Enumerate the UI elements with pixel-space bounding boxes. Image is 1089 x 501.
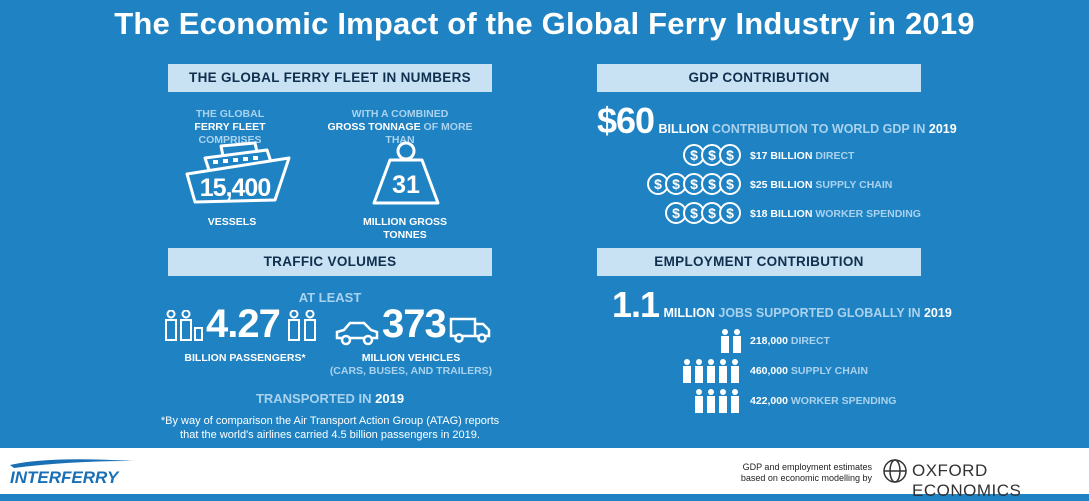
weight-icon [372, 141, 440, 205]
gdp-value: $60 [597, 100, 655, 141]
transported-year: 2019 [375, 391, 405, 406]
employment-text: JOBS SUPPORTED GLOBALLY IN [714, 306, 924, 320]
vehicles-sub: (CARS, BUSES, AND TRAILERS) [329, 365, 493, 377]
passengers-value: 4.27 [206, 302, 281, 346]
gdp-row-supply: $ $ $ $ $ [647, 173, 741, 195]
jobs-supply-label: SUPPLY CHAIN [787, 365, 868, 377]
gdp-row-supply-text: $25 BILLION SUPPLY CHAIN [750, 179, 892, 191]
passengers-right-icon [288, 310, 316, 341]
jobs-worker-label: WORKER SPENDING [787, 395, 897, 407]
oxford-economics-logo: OXFORD ECONOMICS [912, 461, 1022, 500]
gdp-supply-label: SUPPLY CHAIN [812, 179, 893, 191]
passengers-left-icon [165, 310, 203, 341]
oxford-globe-icon [883, 459, 907, 483]
vessels-value: 15,400 [199, 174, 271, 202]
vessels-caption-line1: THE GLOBAL [195, 108, 265, 120]
footer-bar: INTERFERRY GDP and employment estimates … [0, 448, 1089, 500]
vehicles-value: 373 [382, 302, 447, 346]
gdp-year: 2019 [928, 122, 957, 136]
tonnage-caption-bold: GROSS TONNAGE [327, 121, 421, 133]
jobs-direct-label: DIRECT [787, 335, 830, 347]
people-supply-icon [682, 359, 744, 388]
ship-icon [185, 141, 291, 204]
people-worker-icon [694, 389, 744, 418]
jobs-row-direct-text: 218,000 DIRECT [750, 335, 830, 347]
vehicles-label: MILLION VEHICLES [361, 352, 461, 364]
car-icon [335, 321, 379, 346]
tonnage-caption-line1: WITH A COMBINED [351, 108, 449, 120]
page-title: The Economic Impact of the Global Ferry … [114, 6, 975, 41]
vessels-label: VESSELS [207, 216, 257, 228]
vessels-caption-bold: FERRY FLEET [194, 121, 266, 133]
traffic-header: TRAFFIC VOLUMES [168, 248, 492, 276]
gdp-text: CONTRIBUTION TO WORLD GDP IN [708, 122, 929, 136]
footer-note-line1: GDP and employment estimates [742, 462, 872, 472]
gdp-unit: BILLION [658, 122, 709, 136]
gdp-worker-label: WORKER SPENDING [812, 208, 921, 220]
footer-note-line2: based on economic modelling by [740, 473, 872, 483]
interferry-logo-text: INTERFERRY [10, 468, 120, 486]
vessels-caption: THE GLOBAL FERRY FLEET COMPRISES [170, 108, 290, 147]
employment-headline: 1.1 MILLION JOBS SUPPORTED GLOBALLY IN 2… [612, 284, 952, 326]
tonnage-caption: WITH A COMBINED GROSS TONNAGE OF MORE TH… [320, 108, 480, 147]
interferry-logo: INTERFERRY [10, 459, 134, 486]
tonnage-value: 31 [392, 171, 420, 199]
tonnage-label: MILLION GROSS TONNES [363, 216, 447, 241]
jobs-row-worker-text: 422,000 WORKER SPENDING [750, 395, 896, 407]
employment-year: 2019 [923, 306, 952, 320]
jobs-worker-amount: 422,000 [750, 395, 788, 407]
at-least-label: AT LEAST [298, 290, 362, 305]
jobs-direct-amount: 218,000 [750, 335, 788, 347]
gdp-direct-amount: $17 BILLION [750, 150, 813, 162]
transported-label: TRANSPORTED IN 2019 [200, 391, 460, 406]
jobs-supply-amount: 460,000 [750, 365, 788, 377]
fleet-header: THE GLOBAL FERRY FLEET IN NUMBERS [168, 64, 492, 92]
coins-worker-icon: $ $ $ $ [665, 202, 741, 224]
gdp-header: GDP CONTRIBUTION [597, 64, 921, 92]
footnote: *By way of comparison the Air Transport … [150, 414, 510, 442]
coins-direct-icon: $ $ $ [683, 144, 741, 166]
gdp-worker-amount: $18 BILLION [750, 208, 813, 220]
employment-unit: MILLION [663, 306, 715, 320]
footnote-line1: *By way of comparison the Air Transport … [160, 415, 500, 427]
transported-text: TRANSPORTED IN [255, 391, 376, 406]
coins-supply-icon: $ $ $ $ $ [647, 173, 741, 195]
people-direct-icon [720, 329, 744, 358]
gdp-headline: $60 BILLION CONTRIBUTION TO WORLD GDP IN… [597, 100, 957, 142]
jobs-row-supply-text: 460,000 SUPPLY CHAIN [750, 365, 868, 377]
passengers-label: BILLION PASSENGERS* [184, 352, 306, 364]
footnote-line2: that the world's airlines carried 4.5 bi… [180, 429, 480, 441]
employment-header: EMPLOYMENT CONTRIBUTION [597, 248, 921, 276]
truck-icon [449, 317, 491, 343]
gdp-row-direct-text: $17 BILLION DIRECT [750, 150, 854, 162]
gdp-supply-amount: $25 BILLION [750, 179, 813, 191]
employment-value: 1.1 [612, 284, 660, 325]
footer-note: GDP and employment estimates based on ec… [732, 462, 872, 484]
gdp-row-worker: $ $ $ $ [665, 202, 741, 224]
gdp-row-direct: $ $ $ [683, 144, 741, 166]
gdp-direct-label: DIRECT [812, 150, 855, 162]
gdp-row-worker-text: $18 BILLION WORKER SPENDING [750, 208, 921, 220]
